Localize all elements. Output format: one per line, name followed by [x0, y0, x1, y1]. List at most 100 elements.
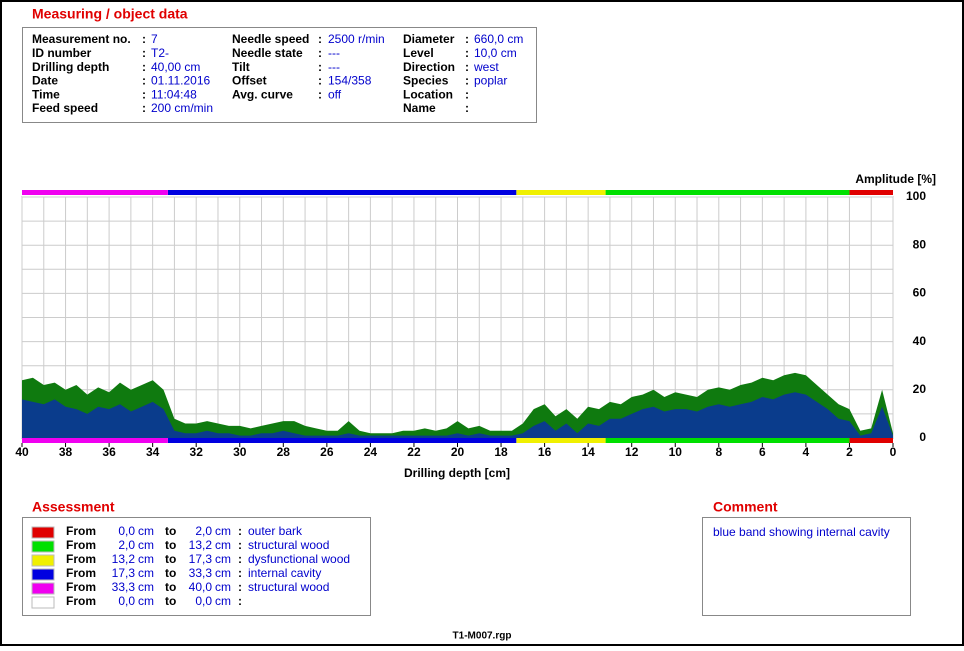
band-top	[516, 190, 606, 195]
field-value: 40,00 cm	[151, 60, 200, 74]
unit: cm	[138, 594, 154, 608]
x-tick-label: 0	[890, 445, 897, 459]
field-value: west	[473, 60, 499, 74]
field-colon: :	[142, 87, 146, 101]
from-value: 0,0	[118, 524, 135, 538]
description: outer bark	[248, 524, 303, 538]
field-label: Avg. curve	[232, 87, 293, 101]
x-tick-label: 30	[233, 445, 247, 459]
x-tick-label: 24	[364, 445, 378, 459]
to-value: 40,0	[189, 580, 213, 594]
field-value: 660,0 cm	[474, 32, 523, 46]
from-value: 2,0	[118, 538, 135, 552]
x-tick-label: 40	[15, 445, 29, 459]
comment-text: blue band showing internal cavity	[713, 525, 890, 539]
field-label: Needle state	[232, 46, 303, 60]
field-label: Tilt	[232, 60, 250, 74]
unit: cm	[215, 552, 231, 566]
field-colon: :	[465, 101, 469, 115]
band-bottom	[605, 438, 850, 443]
colon: :	[238, 594, 242, 608]
field-label: Species	[403, 74, 449, 88]
field-label: Needle speed	[232, 32, 309, 46]
description: dysfunctional wood	[248, 552, 350, 566]
colon: :	[238, 580, 242, 594]
field-value: 200 cm/min	[151, 101, 213, 115]
field-colon: :	[142, 32, 146, 46]
from-label: From	[66, 580, 96, 594]
swatch	[31, 596, 55, 609]
x-tick-label: 28	[277, 445, 291, 459]
x-tick-label: 16	[538, 445, 552, 459]
x-tick-label: 32	[190, 445, 204, 459]
comment-title: Comment	[713, 499, 778, 515]
field-label: Level	[403, 46, 434, 60]
x-tick-label: 8	[715, 445, 722, 459]
band-top	[167, 190, 517, 195]
to-value: 13,2	[189, 538, 213, 552]
y-tick-label: 20	[913, 382, 927, 396]
field-value: 10,0 cm	[474, 46, 517, 60]
unit: cm	[215, 594, 231, 608]
x-tick-label: 26	[320, 445, 334, 459]
comment-box	[702, 517, 911, 616]
to-value: 2,0	[195, 524, 212, 538]
description: internal cavity	[248, 566, 321, 580]
colon: :	[238, 552, 242, 566]
field-colon: :	[465, 74, 469, 88]
field-label: Direction	[403, 60, 455, 74]
to-label: to	[165, 594, 176, 608]
swatch	[31, 568, 55, 581]
field-colon: :	[142, 74, 146, 88]
unit: cm	[138, 580, 154, 594]
field-colon: :	[465, 46, 469, 60]
band-bottom	[22, 438, 168, 443]
field-value: 01.11.2016	[151, 74, 210, 88]
field-colon: :	[465, 60, 469, 74]
to-label: to	[165, 538, 176, 552]
field-colon: :	[318, 74, 322, 88]
x-tick-label: 4	[803, 445, 810, 459]
field-value: 7	[151, 32, 158, 46]
y-tick-label: 40	[913, 334, 927, 348]
y-tick-label: 0	[919, 430, 926, 444]
x-tick-label: 22	[407, 445, 421, 459]
band-bottom	[849, 438, 893, 443]
field-label: Feed speed	[32, 101, 98, 115]
y-axis-label: Amplitude [%]	[855, 172, 936, 186]
x-tick-label: 2	[846, 445, 853, 459]
field-colon: :	[465, 87, 469, 101]
field-colon: :	[318, 32, 322, 46]
swatch	[31, 554, 55, 567]
swatch	[31, 526, 55, 539]
band-bottom	[167, 438, 517, 443]
x-tick-label: 10	[669, 445, 683, 459]
field-label: Time	[32, 87, 60, 101]
colon: :	[238, 538, 242, 552]
from-label: From	[66, 594, 96, 608]
to-label: to	[165, 580, 176, 594]
from-label: From	[66, 566, 96, 580]
field-colon: :	[318, 87, 322, 101]
field-colon: :	[465, 32, 469, 46]
unit: cm	[138, 538, 154, 552]
colon: :	[238, 566, 242, 580]
from-label: From	[66, 552, 96, 566]
band-bottom	[516, 438, 606, 443]
from-value: 0,0	[118, 594, 135, 608]
area	[22, 392, 893, 438]
swatch	[31, 582, 55, 595]
band-top	[22, 190, 168, 195]
field-value: ---	[328, 60, 340, 74]
field-label: ID number	[32, 46, 92, 60]
from-label: From	[66, 524, 96, 538]
field-colon: :	[318, 60, 322, 74]
x-tick-label: 12	[625, 445, 639, 459]
unit: cm	[215, 580, 231, 594]
assessment-box	[22, 517, 371, 616]
colon: :	[238, 524, 242, 538]
to-value: 0,0	[195, 594, 212, 608]
to-label: to	[165, 566, 176, 580]
x-tick-label: 34	[146, 445, 160, 459]
